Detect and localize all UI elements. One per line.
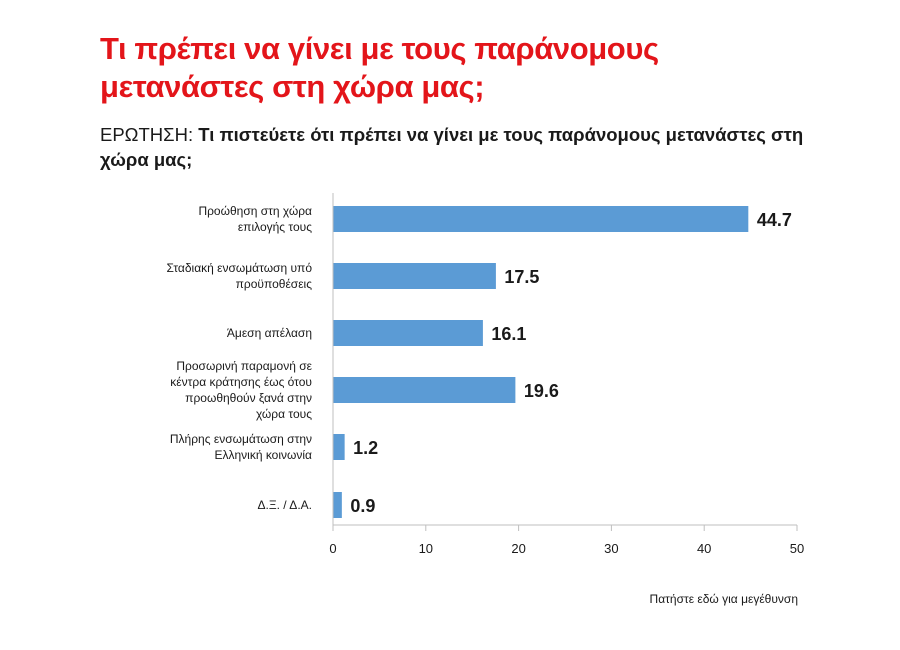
x-tick-label: 10 xyxy=(419,541,433,556)
x-tick-label: 20 xyxy=(511,541,525,556)
x-tick-label: 40 xyxy=(697,541,711,556)
category-label: Πλήρης ενσωμάτωση στην xyxy=(170,432,312,446)
data-label: 19.6 xyxy=(524,381,559,401)
category-label: Σταδιακή ενσωμάτωση υπό xyxy=(167,261,313,275)
x-tick-label: 0 xyxy=(329,541,336,556)
bar xyxy=(333,206,749,232)
data-label: 44.7 xyxy=(757,210,792,230)
question-body: Τι πιστεύετε ότι πρέπει να γίνει με τους… xyxy=(100,124,804,170)
category-label: Προσωρινή παραμονή σε xyxy=(176,359,312,373)
bar xyxy=(333,320,483,346)
question-label: ΕΡΩΤΗΣΗ: xyxy=(100,124,194,145)
category-label: Άμεση απέλαση xyxy=(227,326,312,340)
x-tick-label: 30 xyxy=(604,541,618,556)
enlarge-link[interactable]: Πατήστε εδώ για μεγέθυνση xyxy=(649,592,798,606)
bar xyxy=(333,377,516,403)
category-label: χώρα τους xyxy=(256,407,312,421)
category-label: προϋποθέσεις xyxy=(236,277,313,291)
category-label: κέντρα κράτησης έως ότου xyxy=(170,375,312,389)
data-label: 1.2 xyxy=(353,438,378,458)
category-label: Δ.Ξ. / Δ.Α. xyxy=(257,498,312,512)
category-label: επιλογής τους xyxy=(238,220,312,234)
chart-title: Τι πρέπει να γίνει με τους παράνομους με… xyxy=(100,31,659,104)
data-label: 16.1 xyxy=(491,324,526,344)
category-label: Προώθηση στη χώρα xyxy=(198,204,312,218)
bar xyxy=(333,263,496,289)
data-label: 17.5 xyxy=(504,267,539,287)
bar xyxy=(333,434,345,460)
x-tick-label: 50 xyxy=(790,541,804,556)
question-text: ΕΡΩΤΗΣΗ: Τι πιστεύετε ότι πρέπει να γίνε… xyxy=(100,122,820,172)
bar xyxy=(333,492,342,518)
category-label: Ελληνική κοινωνία xyxy=(214,448,312,462)
data-label: 0.9 xyxy=(350,496,375,516)
category-label: προωθηθούν ξανά στην xyxy=(185,391,312,405)
